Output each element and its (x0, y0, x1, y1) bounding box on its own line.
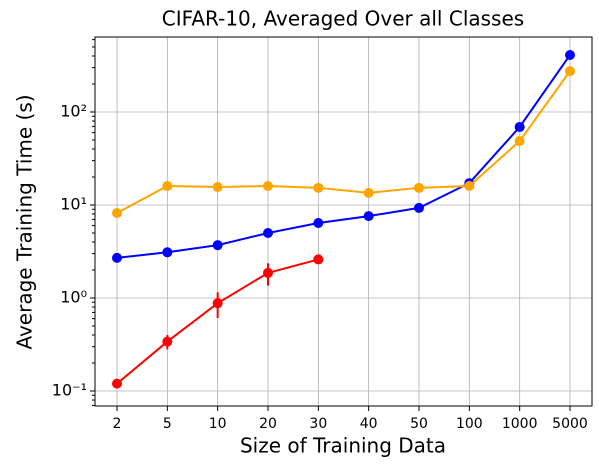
x-tick-label: 5000 (552, 416, 588, 432)
series-line (116, 54, 571, 259)
data-point (414, 202, 424, 213)
x-tick-label: 5 (163, 416, 172, 432)
y-tick-label: 10⁰ (60, 288, 87, 307)
data-point (313, 182, 324, 193)
data-point (212, 298, 223, 309)
data-point (112, 252, 122, 263)
data-point (162, 336, 173, 347)
data-point (112, 208, 122, 219)
data-point (313, 254, 324, 265)
x-tick-label: 50 (410, 416, 428, 432)
y-tick-label: 10² (60, 101, 87, 120)
chart-title: CIFAR-10, Averaged Over all Classes (162, 7, 524, 31)
x-tick-label: 30 (309, 416, 327, 432)
data-point (363, 187, 374, 198)
plot-frame (94, 36, 593, 407)
x-axis-label: Size of Training Data (240, 434, 446, 458)
data-point (112, 378, 122, 389)
data-point (263, 267, 273, 278)
data-point (162, 247, 173, 258)
data-point (212, 182, 223, 193)
data-point (263, 181, 273, 192)
data-point (514, 136, 525, 147)
data-point (565, 49, 575, 60)
data-point (212, 240, 223, 251)
data-point (414, 182, 424, 193)
x-tick-label: 1000 (502, 416, 538, 432)
x-tick-label: 2 (113, 416, 122, 432)
series-line (116, 70, 571, 214)
y-tick-label: 10¹ (60, 194, 87, 213)
data-point (162, 181, 173, 192)
x-tick-label: 10 (209, 416, 227, 432)
x-tick-label: 40 (360, 416, 378, 432)
y-tick-label: 10⁻¹ (52, 381, 87, 400)
x-tick-label: 20 (259, 416, 277, 432)
data-point (363, 211, 374, 222)
data-point (263, 227, 273, 238)
data-point (313, 218, 324, 229)
data-point (514, 121, 525, 132)
x-tick-label: 100 (456, 416, 483, 432)
data-point (565, 66, 575, 77)
data-point (464, 181, 475, 192)
y-axis-label: Average Training Time (s) (13, 94, 37, 349)
